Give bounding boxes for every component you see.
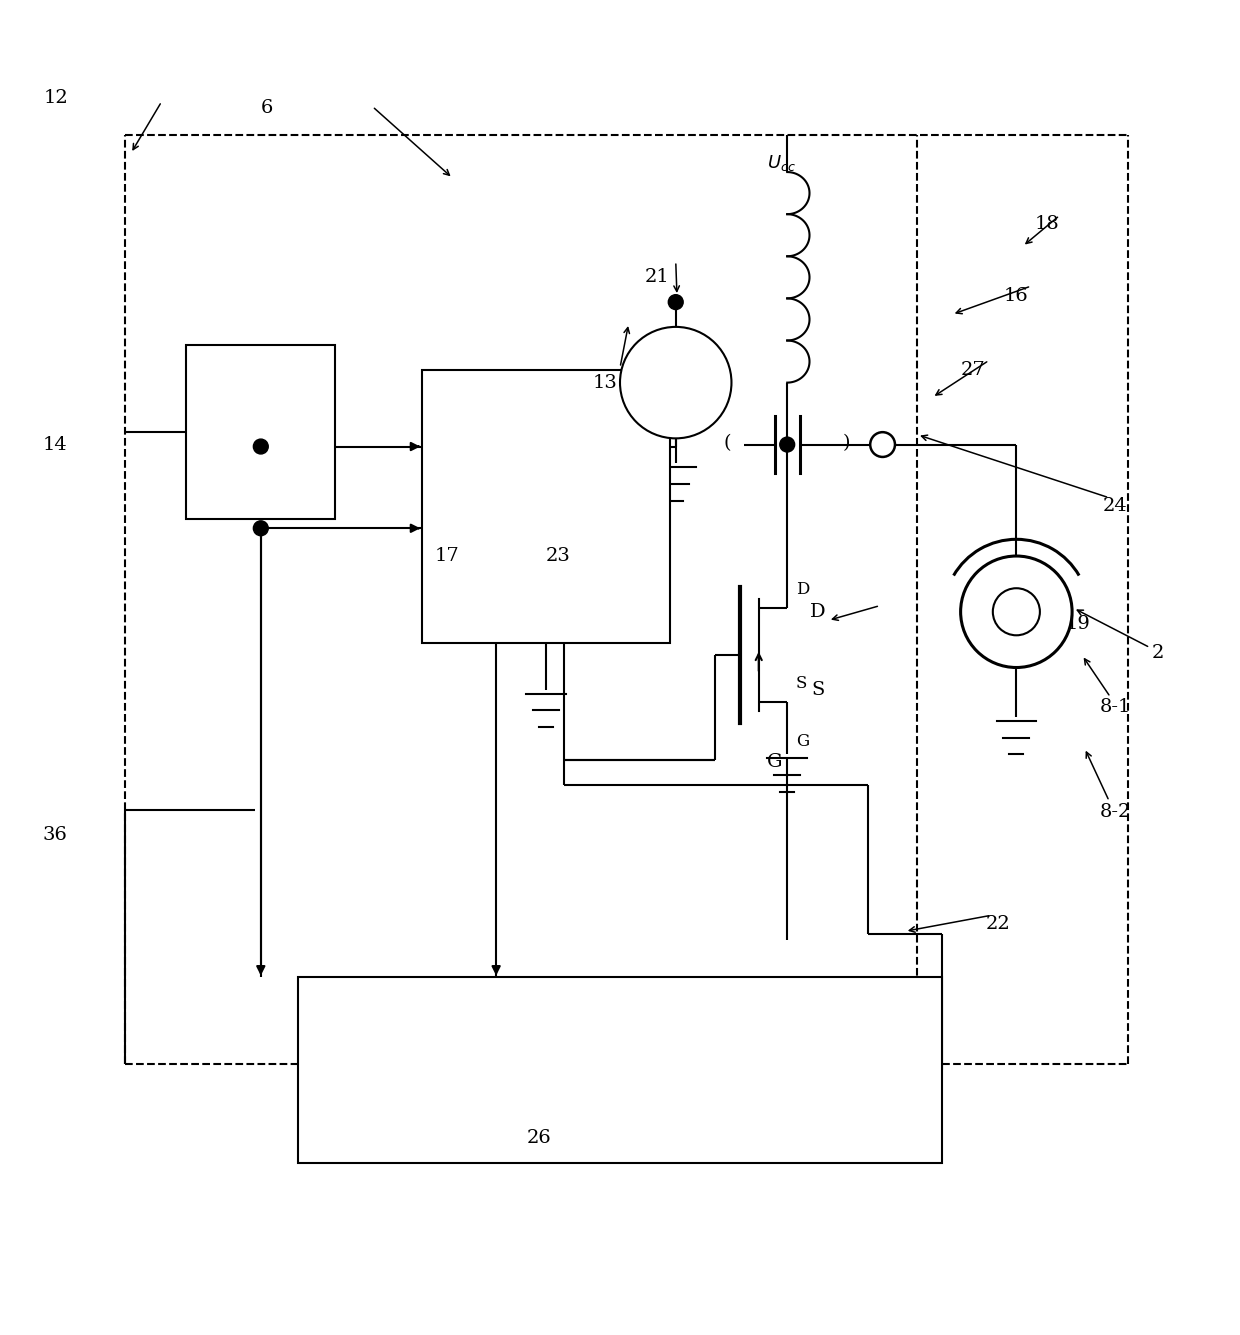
Text: S: S xyxy=(811,681,825,698)
Text: 2: 2 xyxy=(1152,643,1164,662)
Circle shape xyxy=(780,437,795,453)
Text: G: G xyxy=(768,753,782,770)
Text: (: ( xyxy=(724,434,732,453)
Text: D: D xyxy=(811,603,826,621)
Text: 18: 18 xyxy=(1035,215,1060,234)
Circle shape xyxy=(668,295,683,310)
Text: 14: 14 xyxy=(43,435,67,454)
Circle shape xyxy=(253,521,268,535)
Text: G: G xyxy=(796,733,808,750)
Text: 36: 36 xyxy=(42,826,68,844)
Text: 17: 17 xyxy=(434,547,459,565)
Text: 19: 19 xyxy=(1066,615,1091,633)
Text: S: S xyxy=(796,676,807,693)
Circle shape xyxy=(253,439,268,454)
Circle shape xyxy=(993,589,1040,635)
Text: 24: 24 xyxy=(1104,498,1128,515)
Text: 23: 23 xyxy=(546,547,570,565)
Text: 6: 6 xyxy=(260,99,273,116)
Text: 16: 16 xyxy=(1004,287,1029,304)
Text: 13: 13 xyxy=(593,374,618,391)
Text: 27: 27 xyxy=(961,362,986,379)
Text: 21: 21 xyxy=(645,268,670,286)
Text: D: D xyxy=(796,581,810,598)
Text: 22: 22 xyxy=(986,914,1011,933)
Text: 8-1: 8-1 xyxy=(1100,698,1131,716)
Text: 12: 12 xyxy=(45,88,68,107)
Text: ): ) xyxy=(843,434,851,453)
Text: 8-2: 8-2 xyxy=(1100,804,1131,821)
Bar xyxy=(298,977,942,1163)
Text: $U_{cc}$: $U_{cc}$ xyxy=(766,154,795,174)
Circle shape xyxy=(870,433,895,457)
Bar xyxy=(422,370,670,642)
Bar xyxy=(186,346,335,519)
Circle shape xyxy=(620,327,732,438)
Circle shape xyxy=(961,555,1073,668)
Text: 26: 26 xyxy=(527,1129,552,1147)
